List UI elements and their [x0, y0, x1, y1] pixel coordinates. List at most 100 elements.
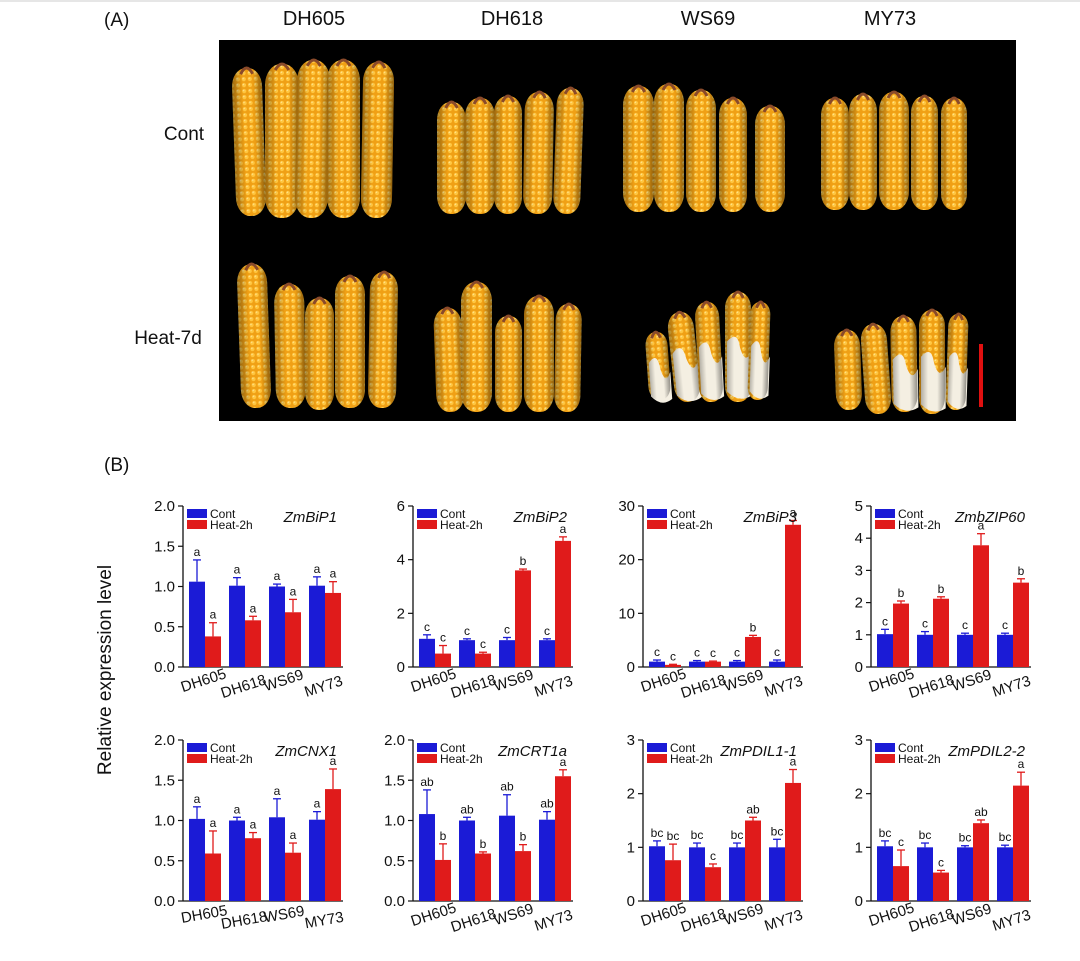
corn-ear: [725, 290, 752, 402]
bar-heat: [555, 776, 571, 901]
y-tick-label: 4: [855, 530, 863, 547]
legend-label-heat: Heat-2h: [898, 518, 941, 532]
y-tick-label: 5: [855, 498, 863, 515]
corn-ear: [360, 60, 395, 219]
bar-heat: [435, 859, 451, 901]
y-tick-label: 4: [397, 552, 405, 569]
significance-letter: c: [882, 614, 888, 628]
significance-letter: a: [290, 828, 297, 842]
bar-cont: [309, 819, 325, 901]
significance-letter: c: [734, 646, 740, 660]
bar-heat: [933, 872, 949, 901]
row-label-heat-7d: Heat-7d: [134, 328, 202, 349]
bar-cont: [269, 586, 285, 667]
bar-cont: [877, 634, 893, 667]
bar-heat: [475, 853, 491, 901]
significance-letter: a: [790, 505, 797, 519]
legend-swatch-cont: [875, 509, 895, 518]
legend-swatch-cont: [875, 743, 895, 752]
bar-heat: [665, 860, 681, 901]
bar-heat: [785, 524, 801, 667]
chart-title: ZmCRT1a: [497, 743, 567, 760]
significance-letter: a: [210, 608, 217, 622]
x-tick-label: MY73: [990, 907, 1033, 935]
corn-ear: [495, 314, 522, 412]
y-tick-label: 0.0: [154, 893, 175, 910]
row-label-cont: Cont: [163, 124, 205, 145]
bar-heat: [893, 866, 909, 901]
bar-heat: [205, 853, 221, 901]
chart-title: ZmCNX1: [274, 743, 337, 760]
corn-ear: [834, 328, 862, 411]
bar-cont: [649, 846, 665, 901]
legend-label-heat: Heat-2h: [898, 752, 941, 766]
y-tick-label: 1: [855, 839, 863, 856]
chart-title: ZmBiP3: [743, 509, 798, 526]
significance-letter: b: [520, 830, 527, 844]
significance-letter: c: [962, 618, 968, 632]
significance-letter: bc: [667, 829, 680, 843]
corn-ear: [461, 280, 492, 412]
significance-letter: b: [1018, 564, 1025, 578]
x-tick-label: WS69: [492, 666, 536, 695]
legend-label-heat: Heat-2h: [210, 752, 253, 766]
x-tick-label: MY73: [990, 673, 1033, 701]
legend-label-heat: Heat-2h: [440, 518, 483, 532]
significance-letter: c: [710, 646, 716, 660]
corn-ear: [274, 282, 306, 409]
y-tick-label: 0.0: [154, 659, 175, 676]
bar-heat: [665, 664, 681, 667]
bar-cont: [499, 640, 515, 667]
significance-letter: b: [480, 837, 487, 851]
bar-cont: [689, 847, 705, 901]
significance-letter: a: [290, 584, 297, 598]
significance-letter: c: [774, 645, 780, 659]
bar-heat: [893, 603, 909, 667]
significance-letter: b: [520, 554, 527, 568]
legend-label-cont: Cont: [210, 507, 236, 521]
x-tick-label: MY73: [302, 673, 345, 701]
panel-b-label: (B): [104, 455, 130, 476]
bar-cont: [769, 847, 785, 901]
y-tick-label: 2: [855, 595, 863, 612]
legend-label-heat: Heat-2h: [670, 752, 713, 766]
corn-ear: [232, 66, 266, 217]
corn-ear: [327, 58, 360, 218]
y-tick-label: 0.5: [384, 853, 405, 870]
significance-letter: a: [560, 755, 567, 769]
chart-title: ZmPDIL2-2: [947, 743, 1025, 760]
corn-ear: [890, 314, 919, 413]
x-tick-label: WS69: [950, 900, 994, 929]
significance-letter: ab: [746, 802, 760, 816]
bar-heat: [325, 592, 341, 667]
significance-letter: c: [654, 645, 660, 659]
significance-letter: c: [938, 855, 944, 869]
y-tick-label: 10: [618, 605, 635, 622]
bar-heat: [973, 545, 989, 667]
significance-letter: bc: [731, 828, 744, 842]
y-tick-label: 2: [627, 786, 635, 803]
bar-heat: [285, 612, 301, 667]
bar-cont: [997, 634, 1013, 667]
legend-swatch-cont: [647, 743, 667, 752]
significance-letter: a: [210, 816, 217, 830]
significance-letter: c: [440, 631, 446, 645]
chart-title: ZmBiP1: [283, 509, 337, 526]
y-tick-label: 0: [855, 893, 863, 910]
corn-ear: [335, 274, 365, 408]
corn-ear: [237, 262, 271, 409]
bar-heat: [245, 620, 261, 667]
corn-ear: [623, 84, 654, 212]
bar-cont: [499, 815, 515, 901]
bar-cont: [229, 820, 245, 901]
bar-heat: [245, 838, 261, 901]
bar-cont: [917, 847, 933, 901]
bar-heat: [745, 636, 761, 667]
corn-ear: [911, 94, 938, 210]
corn-ear: [433, 306, 465, 413]
chart-title: ZmbZIP60: [954, 509, 1026, 526]
significance-letter: b: [938, 582, 945, 596]
corn-ear: [524, 294, 554, 412]
significance-letter: a: [1018, 757, 1025, 771]
y-tick-label: 1.5: [384, 772, 405, 789]
